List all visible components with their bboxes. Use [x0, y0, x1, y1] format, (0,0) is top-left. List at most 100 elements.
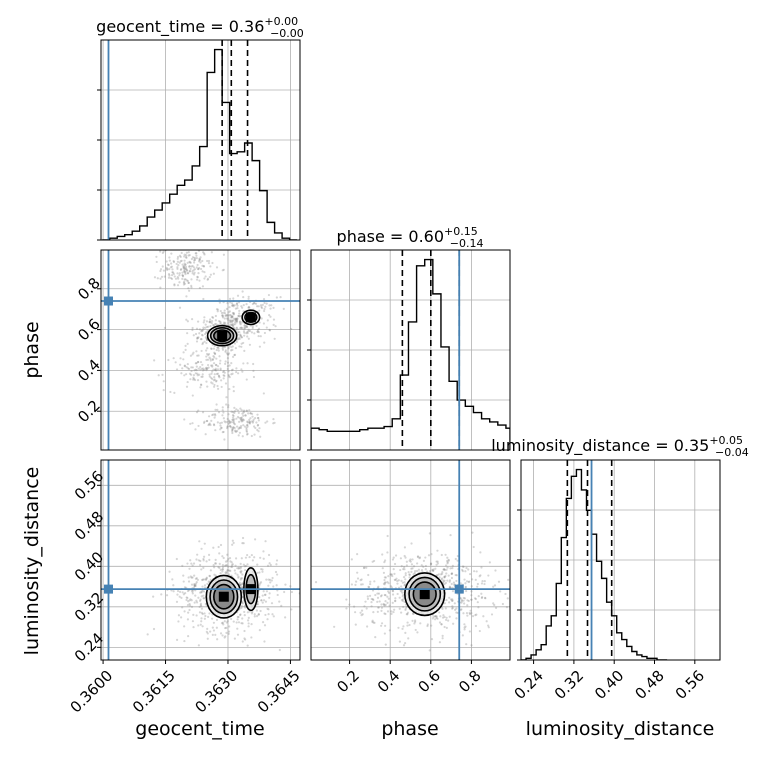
scatter-phase-vs-luminosity-distance-sample-point [521, 579, 523, 581]
scatter-geocent-time-vs-phase-sample-point [213, 351, 216, 354]
scatter-geocent-time-vs-phase-sample-point [204, 275, 207, 278]
scatter-geocent-time-vs-phase-sample-point [234, 318, 237, 321]
scatter-geocent-time-vs-phase-sample-point [234, 318, 237, 321]
scatter-geocent-time-vs-phase-sample-point [246, 331, 249, 335]
scatter-phase-vs-luminosity-distance-sample-point [404, 574, 407, 577]
scatter-geocent-time-vs-phase-sample-point [186, 279, 189, 283]
scatter-geocent-time-vs-phase-sample-point [187, 367, 191, 371]
scatter-geocent-time-vs-luminosity-distance-sample-point [225, 626, 228, 629]
scatter-geocent-time-vs-phase-sample-point [210, 322, 213, 325]
scatter-geocent-time-vs-luminosity-distance-sample-point [239, 613, 242, 617]
scatter-geocent-time-vs-phase-sample-point [212, 362, 216, 365]
scatter-geocent-time-vs-luminosity-distance-sample-point [186, 618, 190, 621]
scatter-phase-vs-luminosity-distance-sample-point [501, 602, 504, 606]
scatter-geocent-time-vs-luminosity-distance-panel [97, 459, 301, 661]
scatter-geocent-time-vs-phase-sample-point [180, 259, 183, 262]
scatter-phase-vs-luminosity-distance-sample-point [397, 579, 400, 582]
scatter-geocent-time-vs-phase-sample-point [209, 320, 212, 324]
scatter-phase-vs-luminosity-distance-sample-point [432, 568, 435, 571]
scatter-geocent-time-vs-phase-sample-point [208, 356, 211, 359]
scatter-geocent-time-vs-phase-sample-point [232, 390, 235, 393]
scatter-geocent-time-vs-phase-sample-point [178, 274, 181, 277]
scatter-geocent-time-vs-phase-sample-point [168, 259, 171, 262]
scatter-geocent-time-vs-luminosity-distance-sample-point [183, 610, 186, 613]
scatter-phase-vs-luminosity-distance-sample-point [388, 604, 391, 607]
scatter-geocent-time-vs-phase-sample-point [231, 416, 235, 419]
scatter-geocent-time-vs-phase-sample-point [239, 425, 243, 428]
scatter-geocent-time-vs-phase-sample-point [191, 394, 194, 397]
scatter-geocent-time-vs-phase-sample-point [235, 408, 238, 411]
scatter-geocent-time-vs-luminosity-distance-sample-point [185, 596, 188, 599]
scatter-geocent-time-vs-luminosity-distance-sample-point [218, 552, 221, 555]
scatter-geocent-time-vs-luminosity-distance-sample-point [176, 589, 180, 593]
scatter-geocent-time-vs-phase-sample-point [153, 276, 157, 279]
scatter-geocent-time-vs-phase-sample-point [167, 273, 171, 276]
scatter-phase-vs-luminosity-distance-sample-point [367, 585, 370, 588]
scatter-geocent-time-vs-luminosity-distance-sample-point [199, 559, 202, 563]
scatter-geocent-time-vs-phase-sample-point [221, 348, 225, 351]
scatter-geocent-time-vs-luminosity-distance-sample-point [186, 596, 189, 600]
scatter-geocent-time-vs-phase-sample-point [159, 286, 162, 289]
scatter-phase-vs-luminosity-distance-sample-point [402, 576, 406, 579]
scatter-geocent-time-vs-phase-sample-point [249, 417, 252, 420]
scatter-geocent-time-vs-phase-sample-point [217, 387, 220, 390]
scatter-geocent-time-vs-phase-sample-point [238, 431, 241, 434]
scatter-geocent-time-vs-phase-sample-point [188, 247, 190, 249]
scatter-phase-vs-luminosity-distance-sample-point [441, 637, 444, 640]
scatter-geocent-time-vs-luminosity-distance-sample-point [172, 590, 175, 593]
scatter-geocent-time-vs-luminosity-distance-sample-point [267, 584, 270, 587]
scatter-phase-vs-luminosity-distance-sample-point [451, 590, 455, 593]
scatter-geocent-time-vs-phase-sample-point [198, 258, 201, 261]
scatter-geocent-time-vs-phase-sample-point [205, 331, 208, 334]
scatter-phase-vs-luminosity-distance-sample-point [464, 570, 467, 573]
scatter-geocent-time-vs-luminosity-distance-sample-point [239, 562, 242, 565]
scatter-geocent-time-vs-luminosity-distance-sample-point [270, 579, 273, 582]
scatter-geocent-time-vs-luminosity-distance-sample-point [258, 571, 261, 574]
scatter-geocent-time-vs-luminosity-distance-sample-point [177, 620, 180, 623]
scatter-geocent-time-vs-luminosity-distance-sample-point [250, 553, 253, 557]
scatter-geocent-time-vs-phase-sample-point [254, 302, 258, 305]
scatter-geocent-time-vs-phase-sample-point [228, 306, 231, 309]
scatter-phase-vs-luminosity-distance-sample-point [470, 585, 473, 588]
scatter-geocent-time-vs-phase-sample-point [248, 418, 251, 422]
scatter-geocent-time-vs-phase-sample-point [179, 260, 182, 263]
scatter-geocent-time-vs-phase-sample-point [243, 425, 247, 428]
scatter-phase-vs-luminosity-distance-sample-point [405, 613, 408, 616]
scatter-geocent-time-vs-phase-sample-point [209, 357, 212, 360]
ytick-label-phase-2: 0.6 [74, 315, 104, 345]
scatter-geocent-time-vs-phase-sample-point [252, 418, 255, 421]
xtick-label-geocent-time-2: 0.3630 [191, 667, 241, 717]
scatter-phase-vs-luminosity-distance-sample-point [384, 581, 387, 584]
scatter-geocent-time-vs-phase-sample-point [221, 316, 225, 319]
scatter-geocent-time-vs-luminosity-distance-sample-point [209, 569, 212, 572]
scatter-phase-vs-luminosity-distance-sample-point [455, 607, 458, 610]
scatter-geocent-time-vs-phase-sample-point [227, 353, 230, 356]
scatter-geocent-time-vs-phase-sample-point [233, 411, 236, 414]
scatter-phase-vs-luminosity-distance-sample-point [409, 558, 412, 561]
scatter-geocent-time-vs-phase-sample-point [212, 347, 216, 350]
scatter-geocent-time-vs-phase-sample-point [175, 368, 179, 371]
scatter-phase-vs-luminosity-distance-sample-point [391, 574, 394, 578]
scatter-phase-vs-luminosity-distance-sample-point [404, 578, 407, 581]
scatter-geocent-time-vs-phase-sample-point [245, 426, 248, 430]
scatter-phase-vs-luminosity-distance-sample-point [383, 583, 386, 586]
scatter-phase-vs-luminosity-distance-sample-point [513, 617, 515, 619]
scatter-geocent-time-vs-luminosity-distance-sample-point [261, 570, 264, 573]
scatter-geocent-time-vs-luminosity-distance-sample-point [263, 593, 267, 597]
title-luminosity-distance-minus: −0.04 [715, 446, 749, 459]
scatter-geocent-time-vs-luminosity-distance-sample-point [220, 622, 224, 625]
scatter-geocent-time-vs-phase-sample-point [211, 382, 214, 385]
scatter-geocent-time-vs-phase-sample-point [237, 314, 240, 318]
scatter-phase-vs-luminosity-distance-sample-point [387, 575, 390, 578]
scatter-geocent-time-vs-luminosity-distance-sample-point [200, 611, 204, 614]
scatter-geocent-time-vs-luminosity-distance-sample-point [262, 557, 265, 560]
scatter-phase-vs-luminosity-distance-sample-point [401, 598, 405, 601]
scatter-phase-vs-luminosity-distance-sample-point [487, 626, 490, 629]
scatter-geocent-time-vs-phase-sample-point [231, 418, 235, 422]
scatter-geocent-time-vs-phase-sample-point [235, 320, 239, 323]
scatter-geocent-time-vs-luminosity-distance-sample-point [243, 614, 246, 617]
scatter-geocent-time-vs-phase-sample-point [165, 260, 168, 263]
scatter-geocent-time-vs-phase-sample-point [219, 422, 222, 425]
scatter-phase-vs-luminosity-distance-sample-point [392, 610, 395, 614]
scatter-geocent-time-vs-phase-sample-point [240, 326, 243, 329]
